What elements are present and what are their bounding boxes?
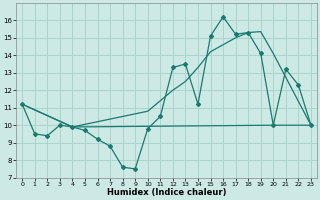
X-axis label: Humidex (Indice chaleur): Humidex (Indice chaleur) bbox=[107, 188, 226, 197]
